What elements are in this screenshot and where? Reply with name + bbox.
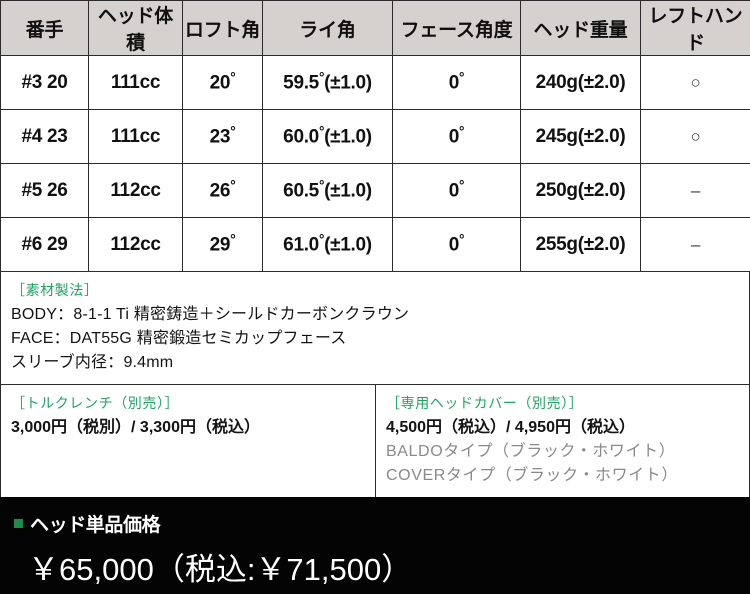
torque-wrench-section: ［トルクレンチ（別売）］ 3,000円（税別）/ 3,300円（税込） xyxy=(1,385,376,497)
cell-left-hand: – xyxy=(640,163,750,218)
material-body-line: BODY：8-1-1 Ti 精密鋳造＋シールドカーボンクラウン xyxy=(11,306,410,323)
cell-head-weight: 240g(±2.0) xyxy=(520,55,641,110)
cell-left-hand: ○ xyxy=(640,109,750,164)
info-sections: ［素材製法］ BODY：8-1-1 Ti 精密鋳造＋シールドカーボンクラウン F… xyxy=(0,272,750,498)
head-cover-section: ［専用ヘッドカバー（別売）］ 4,500円（税込）/ 4,950円（税込） BA… xyxy=(376,385,749,497)
cell-face-angle: 0° xyxy=(392,55,521,110)
material-sleeve-line: スリーブ内径：9.4mm xyxy=(11,354,174,371)
cell-face-angle: 0° xyxy=(392,163,521,218)
head-cover-heading: ［専用ヘッドカバー（別売）］ xyxy=(386,395,584,411)
cell-loft: 29° xyxy=(182,217,263,272)
price-label-row: ヘッド単品価格 xyxy=(14,510,750,537)
head-cover-price: 4,500円（税込）/ 4,950円（税込） xyxy=(386,419,635,436)
column-header-number: 番手 xyxy=(0,0,89,56)
spec-table-header: 番手 ヘッド体積 ロフト角 ライ角 フェース角度 ヘッド重量 レフトハンド xyxy=(0,0,750,56)
cell-number: #3 20 xyxy=(0,55,89,110)
head-price-bar: ヘッド単品価格 ￥65,000（税込:￥71,500） xyxy=(0,497,750,594)
cell-number: #6 29 xyxy=(0,217,89,272)
cell-loft: 20° xyxy=(182,55,263,110)
column-header-face-angle: フェース角度 xyxy=(392,0,521,56)
table-header-row: 番手 ヘッド体積 ロフト角 ライ角 フェース角度 ヘッド重量 レフトハンド xyxy=(0,0,750,56)
price-value: ￥65,000（税込:￥71,500） xyxy=(28,552,413,587)
material-heading: ［素材製法］ xyxy=(11,282,99,298)
torque-wrench-price: 3,000円（税別）/ 3,300円（税込） xyxy=(11,419,260,436)
cell-left-hand: ○ xyxy=(640,55,750,110)
price-label: ヘッド単品価格 xyxy=(30,515,161,536)
cell-head-volume: 112cc xyxy=(88,163,183,218)
cell-lie: 59.5°(±1.0) xyxy=(262,55,393,110)
column-header-head-volume: ヘッド体積 xyxy=(88,0,183,56)
head-cover-type-baldo: BALDOタイプ（ブラック・ホワイト） xyxy=(386,443,676,460)
cell-face-angle: 0° xyxy=(392,217,521,272)
cell-lie: 60.5°(±1.0) xyxy=(262,163,393,218)
table-row: #4 23 111cc 23° 60.0°(±1.0) 0° 245g(±2.0… xyxy=(0,109,750,164)
table-row: #6 29 112cc 29° 61.0°(±1.0) 0° 255g(±2.0… xyxy=(0,217,750,272)
table-row: #3 20 111cc 20° 59.5°(±1.0) 0° 240g(±2.0… xyxy=(0,55,750,110)
column-header-lie: ライ角 xyxy=(262,0,393,56)
cell-face-angle: 0° xyxy=(392,109,521,164)
green-square-bullet-icon xyxy=(14,519,23,528)
material-section: ［素材製法］ BODY：8-1-1 Ti 精密鋳造＋シールドカーボンクラウン F… xyxy=(1,272,749,385)
cell-lie: 61.0°(±1.0) xyxy=(262,217,393,272)
cell-lie: 60.0°(±1.0) xyxy=(262,109,393,164)
cell-left-hand: – xyxy=(640,217,750,272)
cell-loft: 26° xyxy=(182,163,263,218)
cell-number: #5 26 xyxy=(0,163,89,218)
spec-table: 番手 ヘッド体積 ロフト角 ライ角 フェース角度 ヘッド重量 レフトハンド #3… xyxy=(0,0,750,272)
cell-head-volume: 112cc xyxy=(88,217,183,272)
material-face-line: FACE：DAT55G 精密鍛造セミカップフェース xyxy=(11,330,347,347)
cell-loft: 23° xyxy=(182,109,263,164)
cell-head-weight: 245g(±2.0) xyxy=(520,109,641,164)
cell-number: #4 23 xyxy=(0,109,89,164)
table-row: #5 26 112cc 26° 60.5°(±1.0) 0° 250g(±2.0… xyxy=(0,163,750,218)
column-header-head-weight: ヘッド重量 xyxy=(520,0,641,56)
accessory-sections: ［トルクレンチ（別売）］ 3,000円（税別）/ 3,300円（税込） ［専用ヘ… xyxy=(1,385,749,497)
cell-head-weight: 250g(±2.0) xyxy=(520,163,641,218)
cell-head-weight: 255g(±2.0) xyxy=(520,217,641,272)
cell-head-volume: 111cc xyxy=(88,55,183,110)
cell-head-volume: 111cc xyxy=(88,109,183,164)
column-header-left-hand: レフトハンド xyxy=(640,0,750,56)
column-header-loft: ロフト角 xyxy=(182,0,263,56)
torque-wrench-heading: ［トルクレンチ（別売）］ xyxy=(11,395,180,411)
spec-table-body: #3 20 111cc 20° 59.5°(±1.0) 0° 240g(±2.0… xyxy=(0,55,750,272)
head-cover-type-cover: COVERタイプ（ブラック・ホワイト） xyxy=(386,467,678,484)
